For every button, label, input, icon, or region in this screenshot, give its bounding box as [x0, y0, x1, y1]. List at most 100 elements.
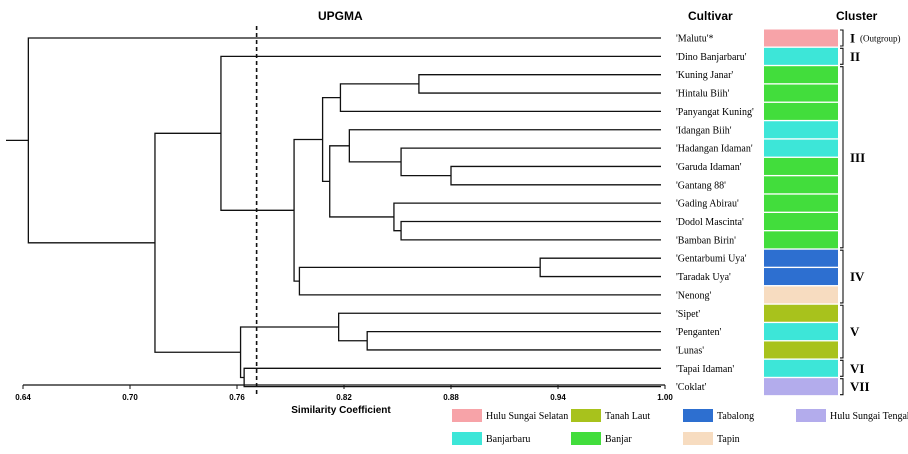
- region-bar: [764, 231, 838, 249]
- x-tick-label: 1.00: [657, 393, 673, 402]
- region-bar: [764, 286, 838, 304]
- cluster-label: I: [850, 31, 855, 46]
- x-tick-label: 0.88: [443, 393, 459, 402]
- region-color-bars: [764, 29, 838, 396]
- method-title: UPGMA: [318, 9, 363, 23]
- merge-branch-m12: [293, 138, 323, 282]
- region-bar: [764, 359, 838, 377]
- cultivar-label: 'Hintalu Biih': [676, 89, 730, 100]
- cultivar-header: Cultivar: [688, 9, 733, 23]
- region-bar: [764, 121, 838, 139]
- region-bar: [764, 378, 838, 396]
- region-bar: [764, 29, 838, 47]
- legend-swatch: [683, 409, 713, 422]
- leaf-labels: 'Malutu'* 'Dino Banjarbaru' 'Kuning Janar'…: [676, 34, 754, 394]
- merge-branch-m1: [418, 74, 661, 94]
- region-bar: [764, 139, 838, 157]
- region-bar: [764, 47, 838, 65]
- legend-swatch: [571, 432, 601, 445]
- legend-swatch: [452, 409, 482, 422]
- cluster-label: VI: [850, 361, 864, 376]
- merge-branch-m2: [339, 83, 661, 113]
- x-tick-label: 0.70: [122, 393, 138, 402]
- region-bar: [764, 341, 838, 359]
- cluster-note: (Outgroup): [860, 34, 901, 44]
- x-tick-label: 0.82: [336, 393, 352, 402]
- region-bar: [764, 66, 838, 84]
- merge-branch-m8: [329, 145, 394, 218]
- merge-branch-m11: [298, 266, 661, 296]
- legend-swatch: [683, 432, 713, 445]
- x-axis-label: Similarity Coefficient: [291, 405, 391, 416]
- merge-branch-m9: [321, 96, 341, 183]
- cluster-header: Cluster: [836, 9, 878, 23]
- dendrogram-tree: [6, 26, 661, 396]
- legend-label: Banjar: [605, 434, 632, 445]
- region-bar: [764, 213, 838, 230]
- x-tick-label: 0.94: [550, 393, 566, 402]
- cultivar-label: 'Malutu'*: [676, 34, 714, 45]
- legend-label: Tabalong: [717, 411, 754, 422]
- cultivar-label: 'Bamban Birin': [676, 235, 736, 246]
- merge-branch-m10: [539, 257, 661, 278]
- cultivar-label: 'Garuda Idaman': [676, 162, 742, 173]
- region-bar: [764, 323, 838, 341]
- merge-branch-m7: [393, 202, 661, 232]
- cultivar-label: 'Tapai Idaman': [676, 364, 734, 375]
- cultivar-label: 'Lunas': [676, 345, 704, 356]
- cultivar-label: 'Gading Abirau': [676, 199, 739, 210]
- cluster-label: V: [850, 324, 860, 339]
- cluster-bracket: [840, 359, 844, 377]
- cultivar-label: 'Hadangan Idaman': [676, 144, 753, 155]
- cultivar-label: 'Coklat': [676, 382, 706, 393]
- cluster-bracket: [840, 29, 844, 47]
- cluster-bracket: [840, 378, 844, 396]
- cultivar-label: 'Dino Banjarbaru': [676, 52, 747, 63]
- merge-branch-m18: [154, 132, 241, 353]
- x-tick-label: 0.76: [229, 393, 245, 402]
- merge-branch-m14: [338, 312, 661, 342]
- legend-label: Hulu Sungai Selatan: [486, 411, 568, 422]
- region-bar: [764, 102, 838, 120]
- merge-branch-m4: [400, 147, 661, 177]
- cultivar-label: 'Nenong': [676, 290, 711, 301]
- cultivar-label: 'Gentarbumi Uya': [676, 254, 747, 265]
- legend: Hulu Sungai Selatan Tanah Laut Tabalong Hul…: [452, 409, 908, 445]
- region-bar: [764, 176, 838, 194]
- merge-branch-m13: [366, 330, 661, 351]
- region-bar: [764, 304, 838, 322]
- cluster-label: IV: [850, 269, 865, 284]
- x-axis: 0.64 0.70 0.76 0.82 0.88 0.94 1.00: [15, 384, 673, 402]
- legend-label: Banjarbaru: [486, 434, 530, 445]
- legend-swatch: [796, 409, 826, 422]
- cluster-label: III: [850, 150, 865, 165]
- cluster-label: II: [850, 49, 860, 64]
- legend-swatch: [571, 409, 601, 422]
- cultivar-label: 'Panyangat Kuning': [676, 107, 754, 118]
- region-bar: [764, 84, 838, 102]
- merge-branch-m15: [243, 367, 661, 388]
- region-bar: [764, 268, 838, 286]
- legend-label: Tanah Laut: [605, 411, 650, 422]
- cultivar-label: 'Kuning Janar': [676, 70, 733, 81]
- cultivar-label: 'Gantang 88': [676, 180, 726, 191]
- merge-branch-m16: [239, 326, 339, 379]
- cluster-bracket: [840, 66, 844, 249]
- cultivar-label: 'Penganten': [676, 327, 721, 338]
- x-tick-label: 0.64: [15, 393, 31, 402]
- cluster-label: VII: [850, 379, 870, 394]
- cluster-bracket: [840, 249, 844, 304]
- cluster-bracket: [840, 47, 844, 65]
- merge-branch-m19: [27, 37, 661, 244]
- region-bar: [764, 249, 838, 267]
- merge-branch-m6: [400, 220, 661, 241]
- merge-branch-m3: [450, 165, 661, 186]
- region-bar: [764, 157, 838, 175]
- merge-branch-m5: [348, 129, 661, 163]
- legend-swatch: [452, 432, 482, 445]
- merge-branch-m17: [220, 55, 661, 211]
- legend-label: Hulu Sungai Tengah: [830, 411, 908, 422]
- cultivar-label: 'Idangan Biih': [676, 125, 732, 136]
